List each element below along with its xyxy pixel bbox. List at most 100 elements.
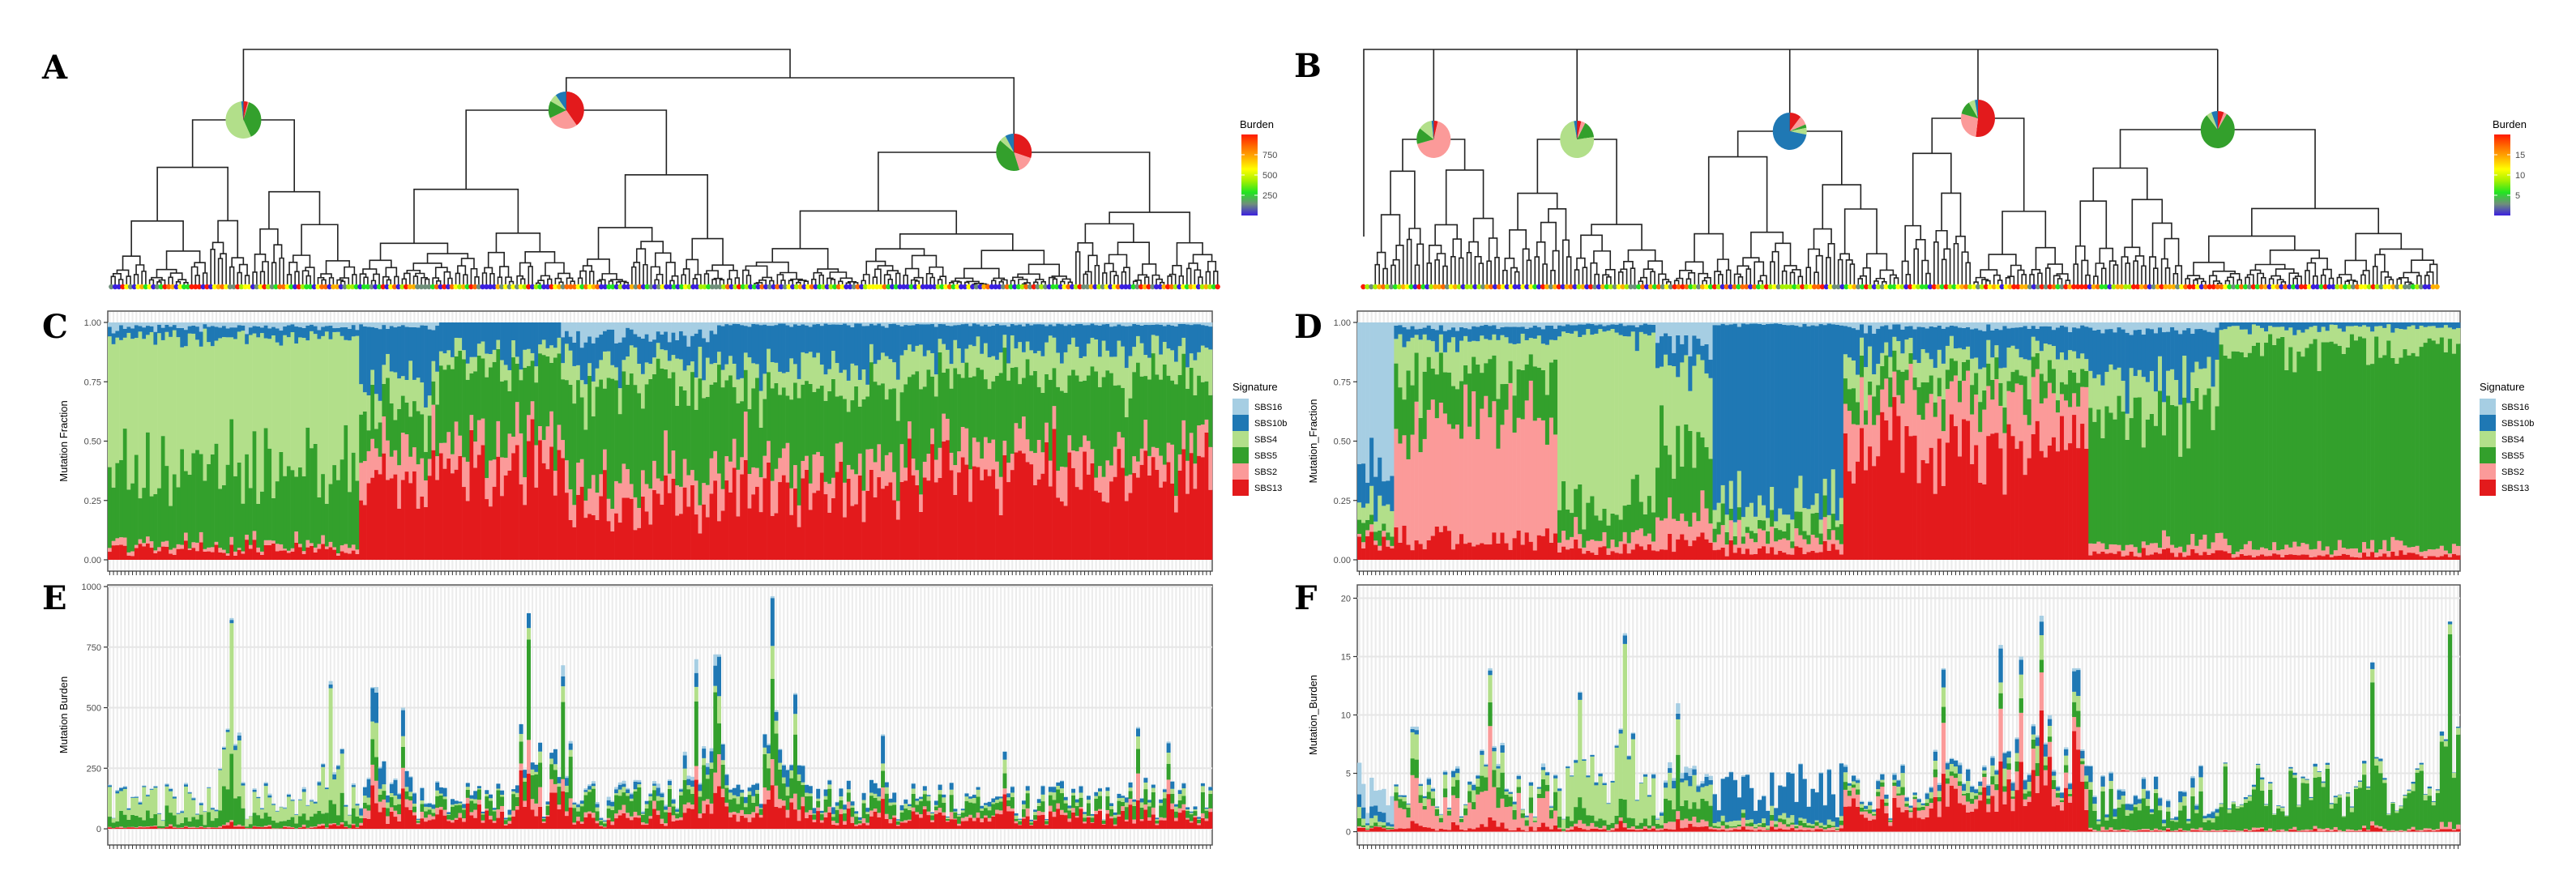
leaf-burden-dot <box>2390 284 2396 290</box>
leaf-burden-dot <box>1035 284 1040 290</box>
bar-segment-sbs13 <box>2149 554 2155 560</box>
dendrogram-branch <box>1873 280 1879 285</box>
leaf-burden-dot <box>1173 284 1178 290</box>
bar-segment-sbs13 <box>503 475 508 560</box>
bar-segment-sbs13 <box>271 543 276 560</box>
bar-segment-sbs16 <box>587 322 592 337</box>
bar-segment-sbs2 <box>283 548 288 551</box>
bar-segment-sbs5 <box>1794 511 1799 529</box>
bar-segment-sbs4 <box>435 371 440 405</box>
bar-segment-sbs5 <box>1508 361 1513 383</box>
bar-segment-sbs5 <box>717 365 721 474</box>
bar-segment-sbs2 <box>717 473 721 522</box>
bar-segment-sbs5 <box>1912 377 1917 390</box>
dendrogram-branch <box>1550 269 1556 285</box>
bar-segment-sbs4 <box>671 355 676 373</box>
leaf-burden-dot <box>1728 284 1733 290</box>
bar-segment-sbs16 <box>1056 322 1061 324</box>
bar-segment-sbs10b <box>1406 329 1411 342</box>
leaf-burden-dot <box>1995 284 2001 290</box>
leaf-burden-dot <box>2071 284 2077 290</box>
bar-segment-sbs16 <box>2019 322 2023 327</box>
bar-segment-sbs10b <box>861 326 866 369</box>
bar-segment-sbs2 <box>1606 548 1611 555</box>
leaf-burden-dot <box>748 284 754 290</box>
leaf-burden-dot <box>2298 284 2305 290</box>
bar-segment-sbs10b <box>1790 325 1795 520</box>
bar-segment-sbs4 <box>1357 502 1362 520</box>
bar-segment-sbs13 <box>1888 440 1893 560</box>
bar-segment-sbs5 <box>1782 531 1787 539</box>
bar-segment-sbs4 <box>1672 366 1677 479</box>
bar-segment-sbs2 <box>523 477 528 506</box>
bar-segment-sbs4 <box>515 356 519 364</box>
bar-segment-sbs4 <box>960 362 965 378</box>
bar-segment-sbs10b <box>1728 324 1734 481</box>
leaf-burden-dot <box>740 284 746 290</box>
bar-segment-sbs10b <box>1724 325 1730 515</box>
bar-segment-sbs13 <box>431 450 436 560</box>
bar-segment-sbs16 <box>317 322 322 331</box>
dendrogram-branch <box>2092 167 2148 202</box>
bar-segment-sbs2 <box>446 432 451 459</box>
bar-segment-sbs13 <box>648 524 653 560</box>
bar-segment-sbs10b <box>1566 324 1570 334</box>
bar-segment-sbs5 <box>1704 446 1709 509</box>
bar-segment-sbs10b <box>248 327 253 335</box>
dendrogram-branch <box>210 248 216 285</box>
bar-segment-sbs10b <box>1067 324 1072 345</box>
bar-segment-sbs10b <box>207 326 211 343</box>
bar-segment-sbs4 <box>2064 360 2069 385</box>
bar-segment-sbs10b <box>1818 324 1823 520</box>
bar-segment-sbs5 <box>1496 399 1501 449</box>
leaf-burden-dot <box>859 284 865 290</box>
bar-segment-sbs13 <box>2031 433 2036 560</box>
bar-segment-sbs4 <box>1540 343 1546 370</box>
leaf-burden-dot <box>1771 284 1778 290</box>
bar-segment-sbs4 <box>904 350 908 385</box>
bar-segment-sbs13 <box>317 548 322 560</box>
bar-segment-sbs13 <box>527 441 531 560</box>
bar-segment-sbs4 <box>1676 377 1681 426</box>
leaf-burden-dot <box>1444 284 1450 290</box>
bar-segment-sbs4 <box>1014 348 1019 368</box>
bar-segment-sbs2 <box>1159 455 1164 488</box>
leaf-burden-dot <box>1927 284 1933 290</box>
bar-segment-sbs5 <box>1962 361 1967 381</box>
bar-segment-sbs13 <box>1544 528 1550 560</box>
bar-segment-sbs10b <box>184 330 188 347</box>
leaf-burden-dot <box>1504 284 1510 290</box>
pie-slice-sbs2 <box>1789 117 1806 131</box>
bar-segment-sbs2 <box>454 421 459 470</box>
leaf-burden-dot <box>587 284 593 290</box>
bar-segment-sbs13 <box>485 499 489 560</box>
bar-segment-sbs16 <box>1774 322 1779 324</box>
dendrogram-branch <box>421 276 428 285</box>
dendrogram-branch <box>252 271 258 285</box>
bar-segment-sbs13 <box>2129 551 2134 560</box>
leaf-burden-dot <box>717 284 723 290</box>
bar-segment-sbs16 <box>1048 322 1053 325</box>
bar-segment-sbs2 <box>298 544 302 548</box>
leaf-burden-dot <box>862 284 869 290</box>
bar-segment-sbs2 <box>1044 422 1049 443</box>
bar-segment-sbs16 <box>740 322 745 326</box>
bar-segment-sbs5 <box>758 427 763 478</box>
bar-segment-sbs16 <box>1132 322 1137 324</box>
bar-segment-sbs2 <box>576 463 581 495</box>
bar-segment-sbs4 <box>2076 358 2081 383</box>
leaf-burden-dot <box>874 284 880 290</box>
bar-segment-sbs4 <box>111 343 116 488</box>
bar-segment-sbs2 <box>359 463 364 501</box>
bar-segment-sbs13 <box>1446 531 1452 560</box>
bar-segment-sbs5 <box>176 487 181 544</box>
bar-segment-sbs5 <box>930 376 935 429</box>
leaf-burden-dot <box>1388 284 1395 290</box>
bar-segment-sbs5 <box>1386 532 1391 540</box>
bar-segment-sbs10b <box>310 324 314 331</box>
leaf-burden-dot <box>1792 284 1797 290</box>
dendrogram-branch <box>1965 262 1971 285</box>
bar-segment-sbs5 <box>648 378 653 489</box>
bar-segment-sbs4 <box>485 353 489 378</box>
bar-segment-sbs2 <box>2133 547 2138 557</box>
